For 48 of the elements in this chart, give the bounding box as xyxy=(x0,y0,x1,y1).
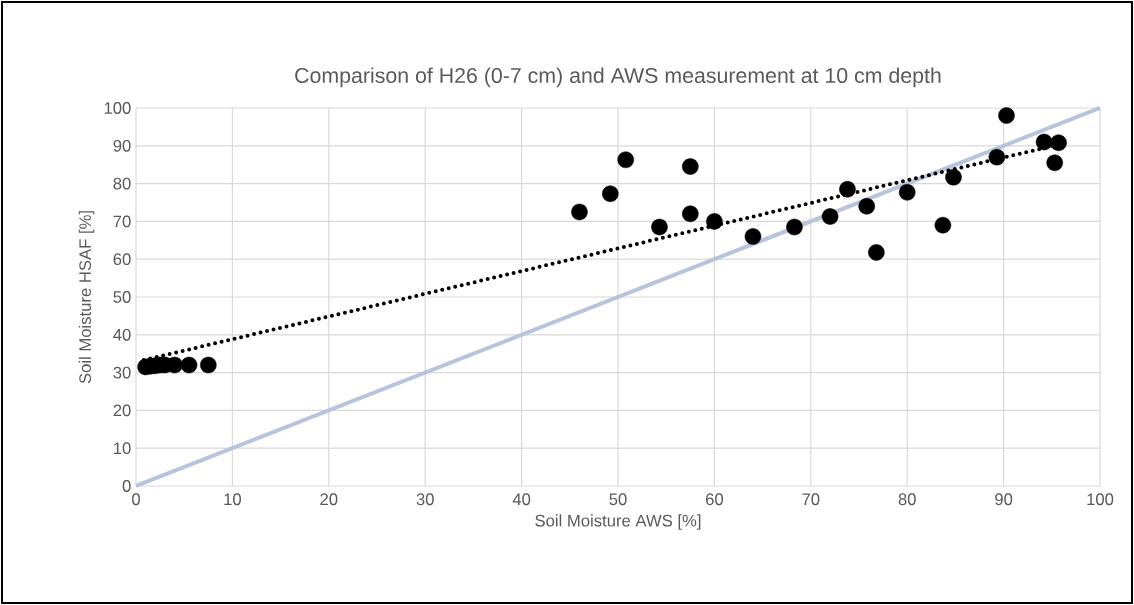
x-tick-label: 20 xyxy=(320,493,338,506)
point xyxy=(706,213,723,230)
point xyxy=(786,218,803,236)
point xyxy=(998,107,1015,124)
y-tick-label: 40 xyxy=(113,328,131,341)
x-tick-label: 10 xyxy=(224,493,242,506)
point xyxy=(1046,154,1063,172)
y-tick-label: 80 xyxy=(113,177,131,190)
x-tick-label: 0 xyxy=(132,493,140,506)
y-tick-label: 20 xyxy=(113,404,131,417)
x-tick-label: 70 xyxy=(802,493,820,506)
point xyxy=(682,158,699,175)
point xyxy=(1050,134,1067,152)
x-tick-label: 80 xyxy=(898,493,916,506)
y-tick-label: 10 xyxy=(114,442,131,455)
x-tick-label: 30 xyxy=(416,493,434,506)
point xyxy=(898,184,916,201)
point xyxy=(839,180,856,198)
point xyxy=(868,244,885,261)
point xyxy=(858,198,875,215)
point xyxy=(682,205,699,223)
point xyxy=(571,203,588,221)
y-tick-label: 70 xyxy=(113,215,131,228)
point xyxy=(988,148,1006,166)
x-tick-label: 40 xyxy=(512,493,531,506)
x-tick-label: 90 xyxy=(995,493,1013,506)
x-tick-label: 100 xyxy=(1087,493,1114,506)
y-tick-label: 60 xyxy=(113,253,131,266)
x-axis-title: Soil Moisture AWS [%] xyxy=(535,514,701,530)
y-axis-title: Soil Moisture HSAF [%] xyxy=(78,211,95,384)
chart-title: Comparison of H26 (0-7 cm) and AWS measurement at 10 cm depth xyxy=(295,67,941,88)
y-tick-label: 100 xyxy=(104,102,131,114)
point xyxy=(821,208,839,225)
y-tick-label: 50 xyxy=(113,291,131,303)
y-tick-label: 90 xyxy=(113,139,131,152)
point xyxy=(180,356,198,374)
point xyxy=(744,228,762,245)
point xyxy=(200,356,217,374)
point xyxy=(617,151,634,169)
y-tick-label: 0 xyxy=(122,480,131,492)
x-tick-label: 60 xyxy=(705,493,724,506)
x-tick-label: 50 xyxy=(609,493,627,506)
point xyxy=(945,168,962,186)
point xyxy=(1035,133,1053,151)
point xyxy=(602,185,619,203)
y-tick-label: 30 xyxy=(113,366,131,379)
point xyxy=(934,216,952,234)
point xyxy=(651,218,668,236)
